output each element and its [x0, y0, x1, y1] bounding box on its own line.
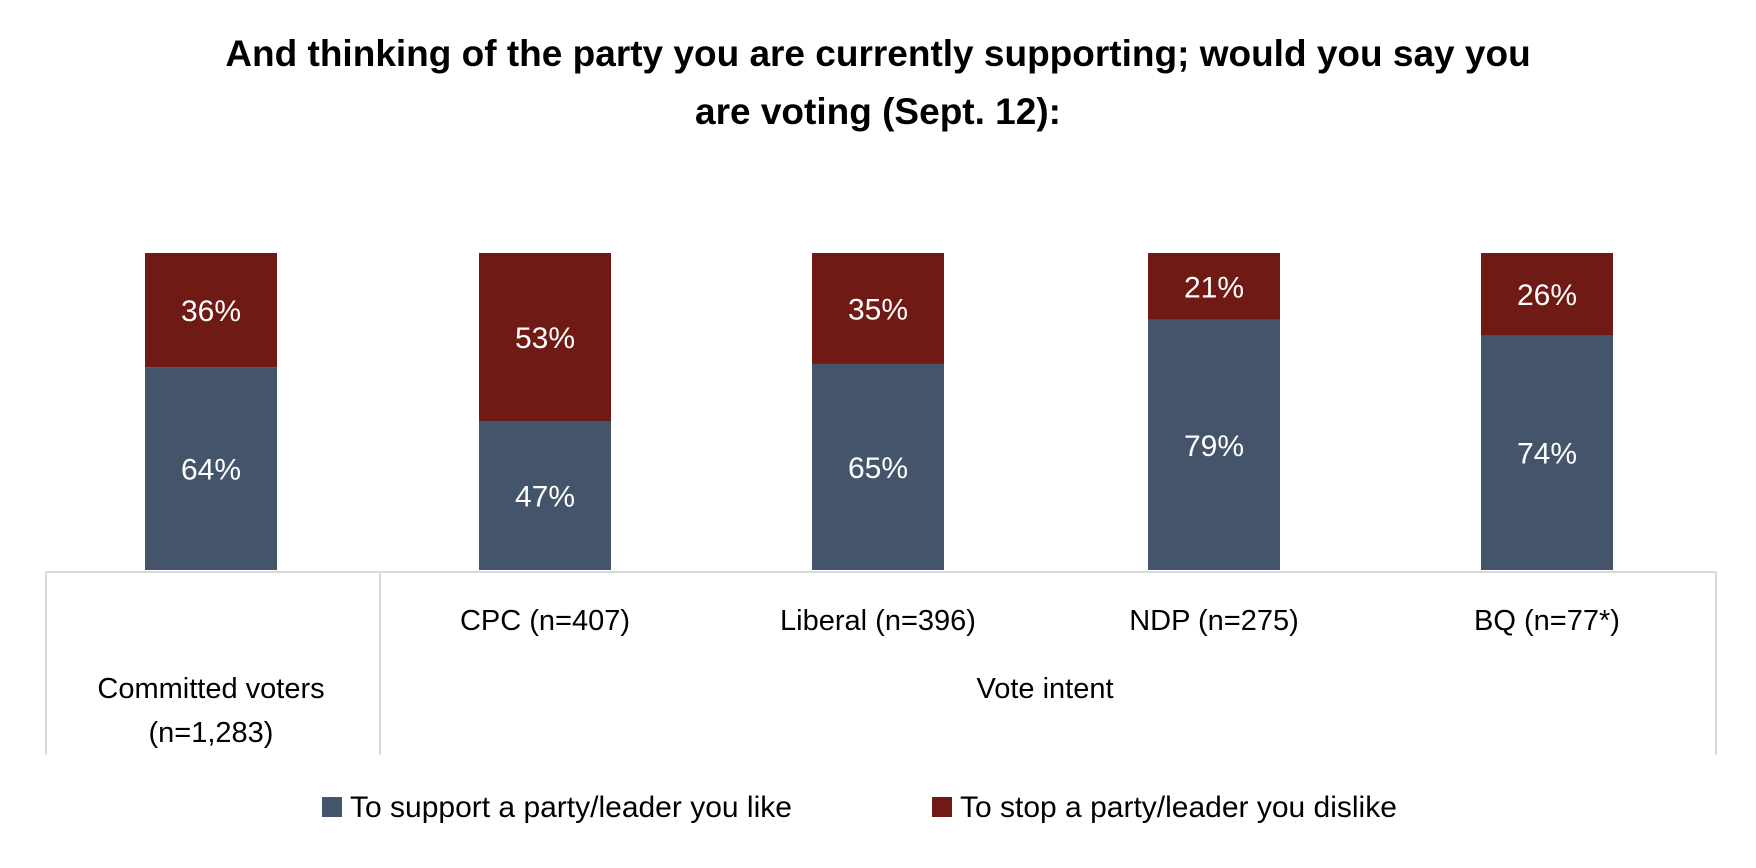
category-axis: Committed voters (n=1,283) CPC (n=407) Libe… — [45, 571, 1717, 755]
bar-segment — [479, 421, 611, 570]
data-label: 36% — [181, 295, 241, 328]
data-label: 47% — [515, 481, 575, 514]
bar-segment — [1148, 319, 1280, 570]
bar-segment — [812, 253, 944, 364]
legend-label: To stop a party/leader you dislike — [960, 791, 1397, 824]
data-label: 65% — [848, 452, 908, 485]
bar-segment — [1481, 335, 1613, 570]
category-label: NDP (n=275) — [1129, 605, 1299, 637]
chart-title-line-1: And thinking of the party you are curren… — [225, 33, 1530, 74]
group-label: Vote intent — [976, 673, 1113, 705]
data-label: 35% — [848, 293, 908, 326]
category-label: Committed voters — [97, 673, 324, 705]
bar-segment — [812, 363, 944, 570]
bar-segment — [145, 367, 277, 570]
bar-segment — [145, 253, 277, 368]
category-label: BQ (n=77*) — [1474, 605, 1620, 637]
bar-segment — [479, 253, 611, 422]
data-label: 26% — [1517, 279, 1577, 312]
data-label: 74% — [1517, 438, 1577, 471]
data-label: 64% — [181, 454, 241, 487]
category-label: Liberal (n=396) — [780, 605, 976, 637]
category-label: (n=1,283) — [149, 717, 274, 749]
legend: To support a party/leader you like To sto… — [322, 791, 1397, 824]
category-label: CPC (n=407) — [460, 605, 630, 637]
bar-segment — [1148, 253, 1280, 320]
data-label: 21% — [1184, 271, 1244, 304]
data-label: 53% — [515, 322, 575, 355]
legend-label: To support a party/leader you like — [350, 791, 792, 824]
chart-title-line-2: are voting (Sept. 12): — [695, 91, 1061, 132]
data-label: 79% — [1184, 430, 1244, 463]
bar-segment — [1481, 253, 1613, 336]
legend-swatch — [932, 797, 952, 817]
legend-swatch — [322, 797, 342, 817]
bars: 64% 36% 47% 53% 65% 35% 79% 21% 74% 26% — [145, 253, 1613, 570]
